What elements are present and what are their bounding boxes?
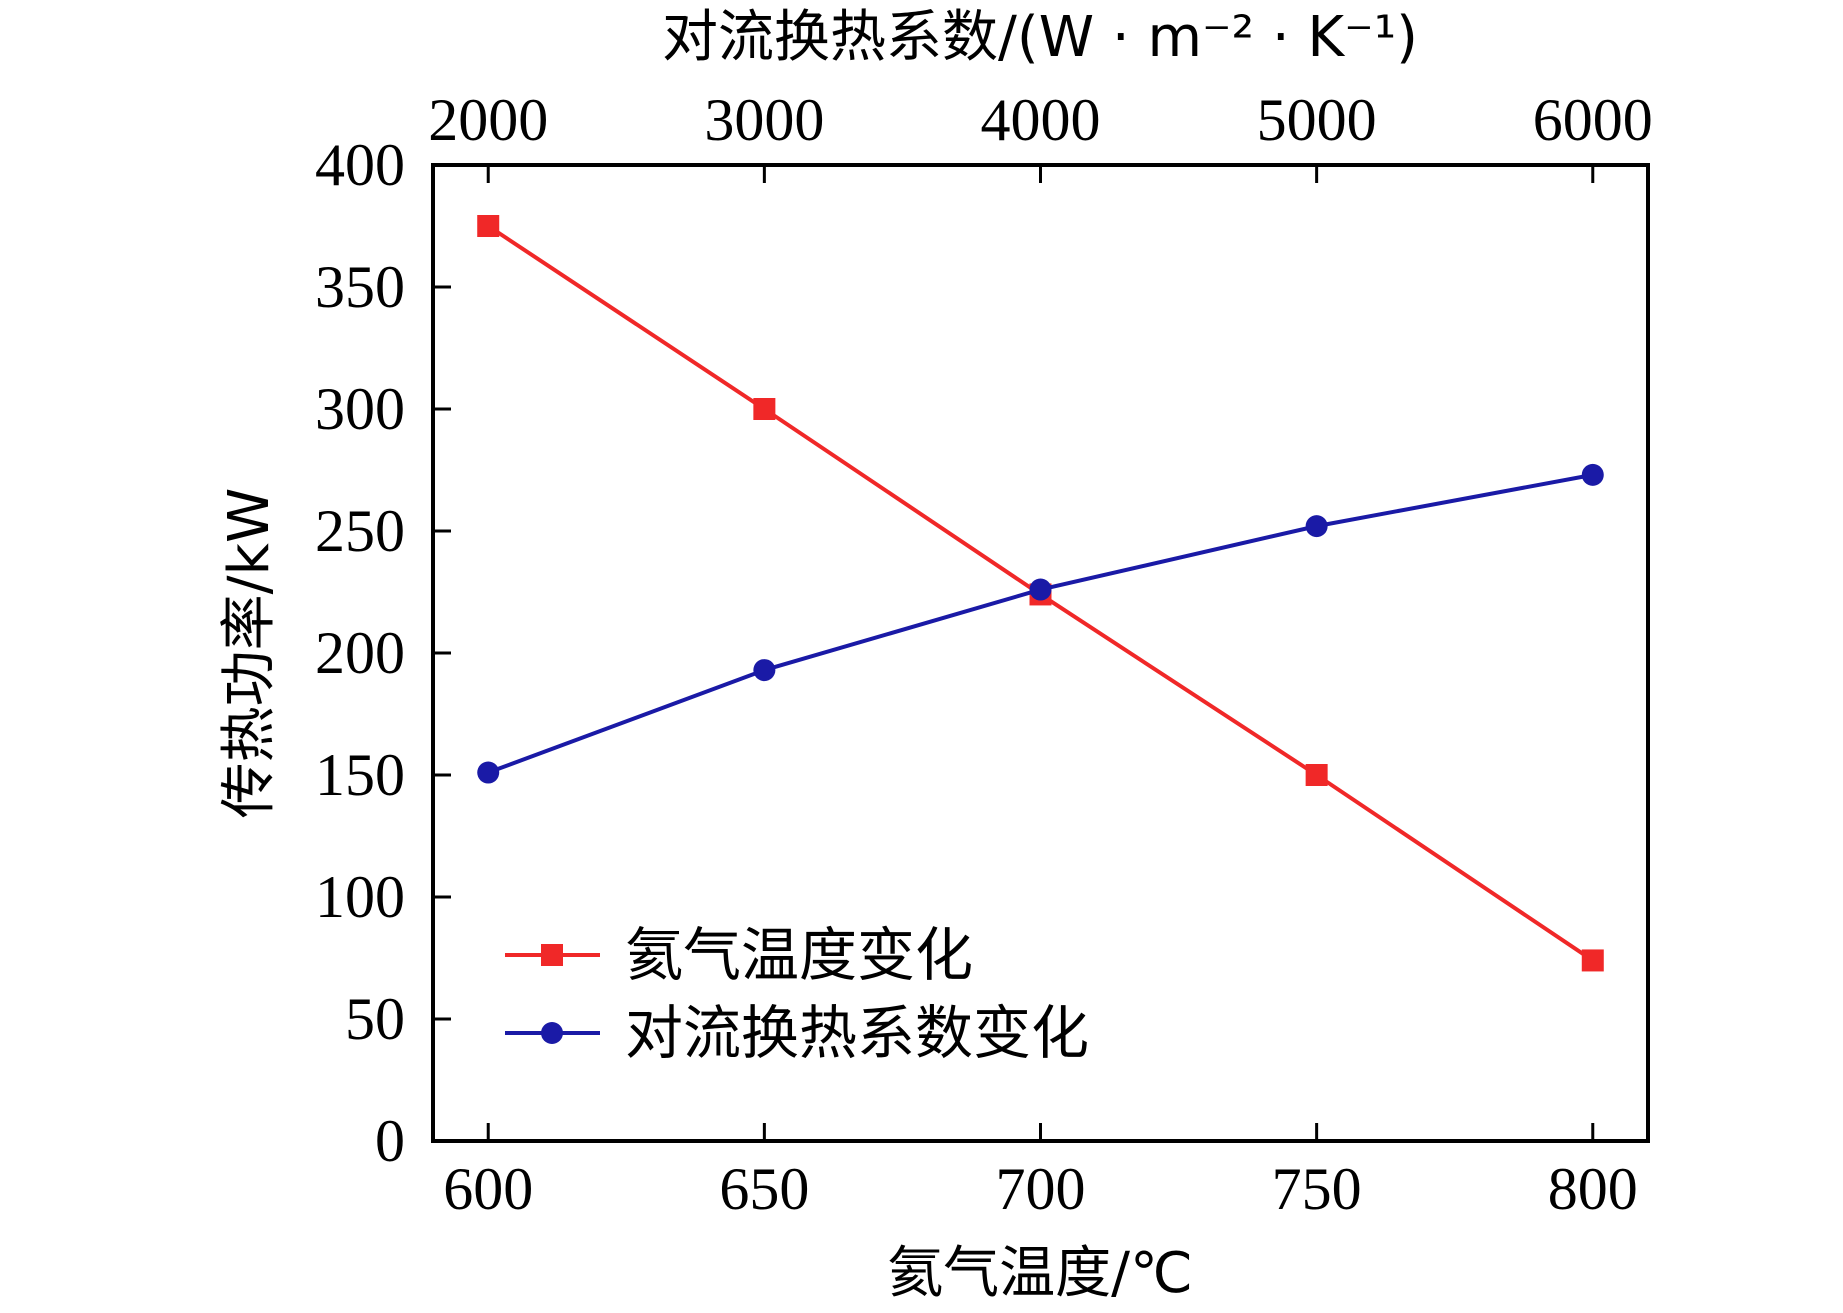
data-point-circle: [753, 659, 776, 682]
legend-marker-circle: [541, 1022, 563, 1044]
y-tick-label: 250: [315, 498, 405, 564]
top-tick-label: 4000: [981, 87, 1101, 153]
y-tick-label: 300: [315, 376, 405, 442]
top-tick-label: 5000: [1257, 87, 1377, 153]
data-point-square: [477, 215, 500, 237]
data-point-circle: [1305, 515, 1328, 538]
data-point-circle: [1029, 578, 1052, 601]
top-tick-label: 6000: [1533, 87, 1653, 153]
series-line-1: [487, 472, 1594, 775]
y-tick-label: 400: [315, 132, 405, 198]
data-point-square: [1581, 949, 1604, 972]
x-tick-label: 650: [719, 1156, 809, 1222]
plot-frame: [431, 163, 1650, 1143]
y-tick-label: 50: [345, 986, 405, 1052]
top-axis-title: 对流换热系数/(W · m⁻² · K⁻¹): [662, 5, 1418, 70]
x-tick-label: 600: [443, 1156, 533, 1222]
x-tick-label: 750: [1272, 1156, 1362, 1222]
top-axis-ticks: 2000 3000 4000 5000 6000: [428, 87, 1653, 183]
data-point-circle: [477, 761, 500, 784]
y-axis-title: 传热功率/kW: [217, 488, 282, 819]
data-point-square: [753, 398, 776, 420]
legend-label-helium: 氦气温度变化: [625, 921, 973, 989]
y-axis-ticks: 0 50 100 150 200 250 300 350 400: [315, 132, 451, 1174]
x-axis-title: 氦气温度/℃: [887, 1241, 1193, 1306]
y-tick-label: 200: [315, 620, 405, 686]
y-tick-label: 0: [375, 1108, 405, 1174]
top-tick-label: 3000: [704, 87, 824, 153]
legend: 氦气温度变化 对流换热系数变化: [505, 921, 1089, 1067]
x-axis-ticks: 600 650 700 750 800: [443, 1123, 1638, 1222]
data-point-square: [1305, 764, 1328, 786]
x-tick-label: 700: [996, 1156, 1086, 1222]
legend-marker-square: [541, 944, 563, 966]
series-layer: [477, 215, 1604, 972]
y-tick-label: 150: [315, 742, 405, 808]
top-tick-label: 2000: [428, 87, 548, 153]
legend-label-convection: 对流换热系数变化: [625, 999, 1089, 1067]
y-tick-label: 350: [315, 254, 405, 320]
x-tick-label: 800: [1548, 1156, 1638, 1222]
y-tick-label: 100: [315, 864, 405, 930]
data-point-circle: [1581, 463, 1604, 486]
